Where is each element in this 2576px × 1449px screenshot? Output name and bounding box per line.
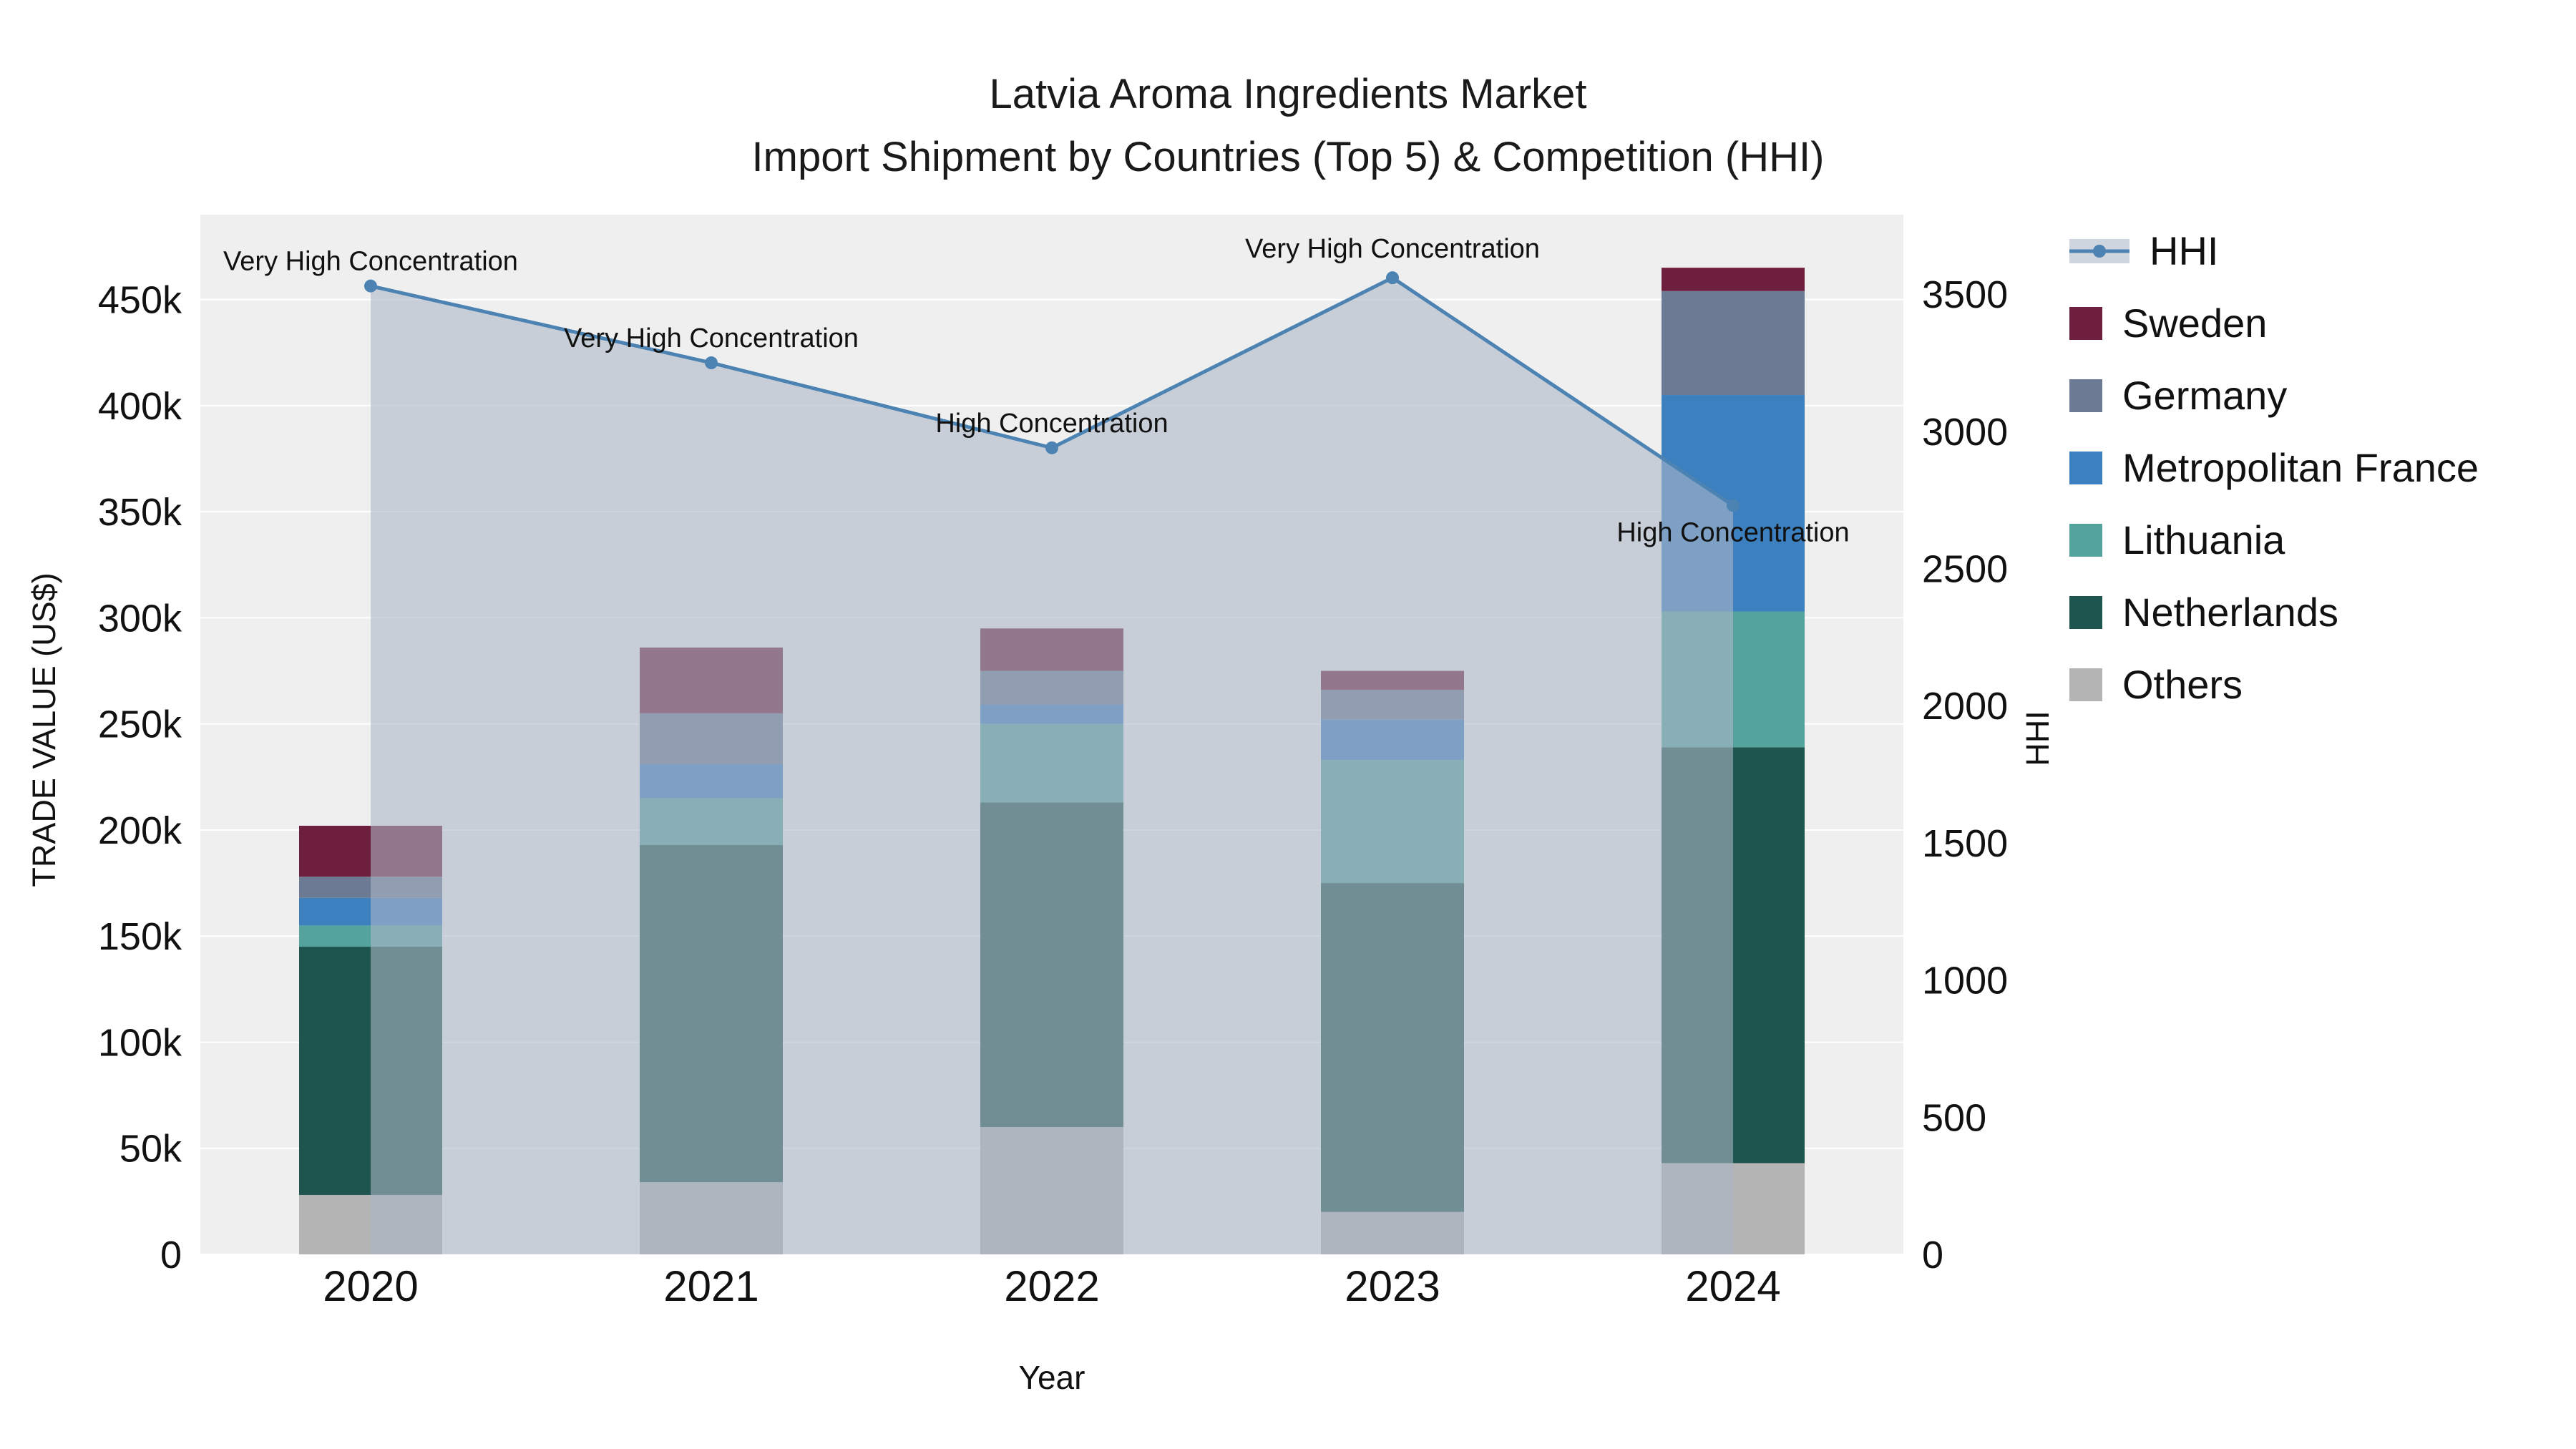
right-tick-label: 1000	[1922, 960, 2008, 1002]
legend-swatch	[2069, 668, 2102, 701]
left-tick-label: 300k	[98, 597, 182, 640]
right-tick-label: 2500	[1922, 548, 2008, 591]
legend-item-others[interactable]: Others	[2069, 661, 2479, 708]
legend-label: Netherlands	[2122, 590, 2338, 635]
legend-label: Germany	[2122, 373, 2288, 418]
legend-item-sweden[interactable]: Sweden	[2069, 300, 2479, 346]
legend-item-metropolitan-france[interactable]: Metropolitan France	[2069, 444, 2479, 491]
year-label: 2020	[323, 1262, 418, 1310]
year-label: 2021	[663, 1262, 758, 1310]
legend-swatch	[2069, 595, 2102, 629]
chart-title: Latvia Aroma Ingredients Market Import S…	[0, 63, 2576, 189]
annotation: Very High Concentration	[1245, 234, 1540, 264]
year-label: 2023	[1345, 1262, 1440, 1310]
legend-swatch	[2069, 379, 2102, 412]
hhi-marker	[705, 356, 718, 370]
year-label: 2024	[1685, 1262, 1780, 1310]
left-tick-label: 150k	[98, 915, 182, 958]
right-tick-label: 500	[1922, 1096, 1986, 1139]
right-tick-label: 3000	[1922, 411, 2008, 454]
left-tick-label: 450k	[98, 279, 182, 322]
right-axis-title: HHI	[2019, 711, 2056, 766]
chart-title-line1: Latvia Aroma Ingredients Market	[989, 71, 1587, 117]
legend-item-netherlands[interactable]: Netherlands	[2069, 589, 2479, 635]
left-tick-label: 50k	[119, 1128, 182, 1171]
legend-label: Others	[2122, 662, 2243, 707]
legend-swatch	[2069, 451, 2102, 484]
left-tick-label: 200k	[98, 809, 182, 852]
left-tick-label: 0	[160, 1234, 182, 1277]
right-tick-label: 0	[1922, 1234, 1943, 1277]
hhi-legend-symbol	[2069, 238, 2129, 263]
legend-label: HHI	[2150, 228, 2219, 273]
legend: HHI Sweden Germany Metropolitan France Lithu…	[2069, 228, 2479, 733]
left-tick-label: 100k	[98, 1021, 182, 1064]
hhi-marker	[1045, 441, 1058, 454]
legend-swatch	[2069, 306, 2102, 340]
left-tick-label: 350k	[98, 491, 182, 534]
left-tick-label: 250k	[98, 703, 182, 746]
annotation: Very High Concentration	[564, 323, 859, 353]
hhi-area	[371, 278, 1733, 1255]
right-tick-label: 2000	[1922, 685, 2008, 728]
legend-label: Lithuania	[2122, 517, 2285, 562]
left-tick-label: 400k	[98, 385, 182, 428]
right-tick-label: 3500	[1922, 273, 2008, 316]
legend-item-lithuania[interactable]: Lithuania	[2069, 517, 2479, 563]
hhi-marker	[1386, 271, 1399, 285]
legend-swatch	[2069, 523, 2102, 557]
x-axis-title: Year	[1018, 1359, 1085, 1396]
bar-segment-germany	[1662, 291, 1805, 396]
annotation: High Concentration	[935, 409, 1168, 439]
chart-title-line2: Import Shipment by Countries (Top 5) & C…	[751, 134, 1825, 180]
year-label: 2022	[1004, 1262, 1099, 1310]
legend-item-germany[interactable]: Germany	[2069, 372, 2479, 419]
legend-item-hhi[interactable]: HHI	[2069, 228, 2479, 274]
annotation: High Concentration	[1616, 517, 1849, 547]
legend-label: Metropolitan France	[2122, 445, 2479, 490]
legend-label: Sweden	[2122, 301, 2268, 346]
right-tick-label: 1500	[1922, 822, 2008, 865]
hhi-marker	[1727, 499, 1740, 512]
left-axis-title: TRADE VALUE (US$)	[26, 572, 62, 887]
annotation: Very High Concentration	[223, 247, 518, 277]
bar-segment-sweden	[1662, 268, 1805, 291]
hhi-marker	[364, 279, 377, 293]
